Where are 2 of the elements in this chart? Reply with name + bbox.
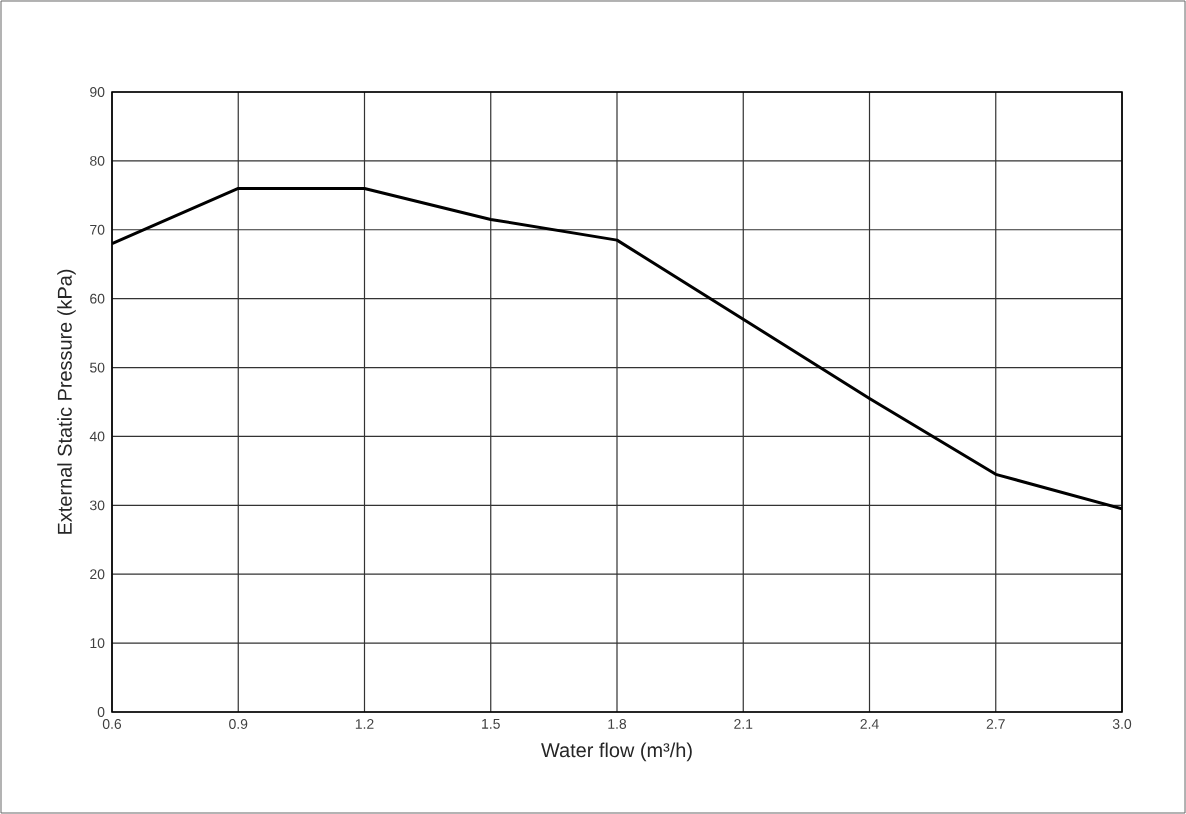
y-axis-title: External Static Pressure (kPa) — [57, 269, 76, 534]
x-axis-title: Water flow (m³/h) — [541, 742, 692, 762]
